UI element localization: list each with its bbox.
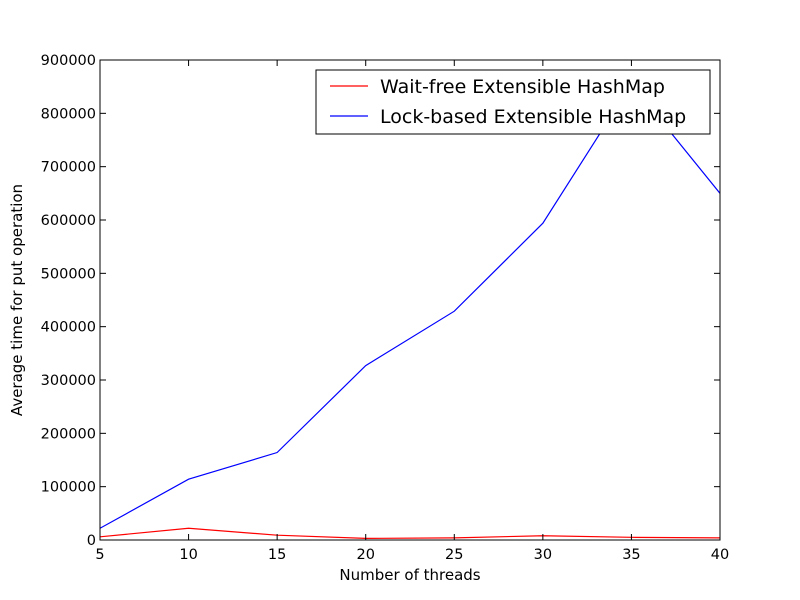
- series-line-1: [100, 527, 720, 540]
- y-tick-label: 800000: [41, 106, 96, 122]
- y-tick-label: 0: [87, 533, 96, 549]
- y-tick-label: 700000: [41, 160, 96, 176]
- x-tick-label: 35: [622, 547, 640, 563]
- legend-label-2: Lock-based Extensible HashMap: [380, 106, 686, 128]
- x-tick-label: 10: [179, 547, 197, 563]
- y-tick-label: 400000: [41, 320, 96, 336]
- x-tick-label: 5: [95, 547, 104, 563]
- y-tick-label: 100000: [41, 480, 96, 496]
- legend: Wait-free Extensible HashMap Lock-based E…: [315, 69, 711, 135]
- ticks-layer: 5 10 15 20 25 30 35 40 0 100000 200000 300000 400000…: [41, 53, 730, 563]
- y-tick-label: 500000: [41, 266, 96, 282]
- y-tick-label: 200000: [41, 426, 96, 442]
- x-tick-label: 20: [356, 547, 374, 563]
- legend-label-1: Wait-free Extensible HashMap: [380, 76, 665, 98]
- series-layer: [100, 82, 720, 540]
- x-tick-label: 25: [445, 547, 463, 563]
- y-tick-label: 900000: [41, 53, 96, 69]
- x-tick-label: 15: [268, 547, 286, 563]
- x-tick-label: 30: [534, 547, 552, 563]
- y-axis-label: Average time for put operation: [8, 184, 26, 416]
- series-line-2: [100, 82, 720, 529]
- x-tick-label: 40: [711, 547, 729, 563]
- y-tick-label: 600000: [41, 213, 96, 229]
- legend-box: [315, 69, 711, 135]
- y-tick-label: 300000: [41, 373, 96, 389]
- plot-frame: [99, 59, 721, 541]
- x-axis-label: Number of threads: [339, 566, 480, 584]
